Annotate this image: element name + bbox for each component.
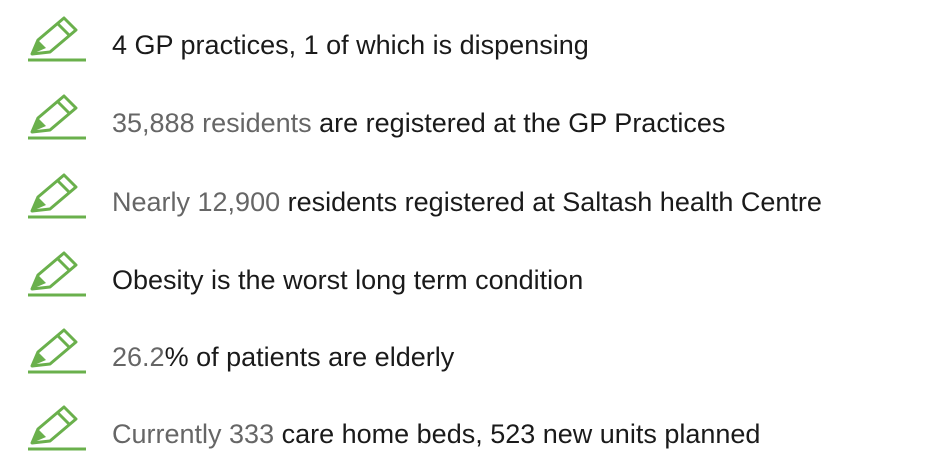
text-segment: Nearly 12,900	[112, 187, 281, 217]
bullet-text: Obesity is the worst long term condition	[112, 267, 583, 294]
text-segment: care home beds, 523 new units planned	[274, 419, 761, 449]
text-segment: 4 GP practices, 1 of which is dispensing	[112, 30, 589, 60]
bullet-text: 35,888 residents are registered at the G…	[112, 110, 725, 137]
text-segment: residents registered at Saltash health C…	[280, 187, 822, 217]
text-segment: 35,888 residents	[112, 108, 312, 138]
text-segment: are registered at the GP Practices	[311, 108, 726, 138]
bullet-item: Currently 333 care home beds, 523 new un…	[0, 403, 933, 463]
bullet-text: Nearly 12,900 residents registered at Sa…	[112, 189, 822, 216]
text-segment: % of patients are elderly	[164, 342, 455, 372]
pencil-icon	[28, 251, 86, 297]
bullet-text: Currently 333 care home beds, 523 new un…	[112, 421, 760, 448]
bullet-text: 26.2% of patients are elderly	[112, 344, 454, 371]
text-segment: Currently 333	[112, 419, 275, 449]
pencil-icon	[28, 328, 86, 374]
text-segment: 26.2	[112, 342, 165, 372]
text-segment: Obesity is the worst long term condition	[112, 265, 584, 295]
bullet-item: 4 GP practices, 1 of which is dispensing	[0, 14, 933, 74]
pencil-icon	[28, 173, 86, 219]
bullet-item: Nearly 12,900 residents registered at Sa…	[0, 171, 933, 231]
pencil-icon	[28, 405, 86, 451]
pencil-icon	[28, 94, 86, 140]
bullet-item: 35,888 residents are registered at the G…	[0, 92, 933, 152]
bullet-item: 26.2% of patients are elderly	[0, 326, 933, 386]
bullet-text: 4 GP practices, 1 of which is dispensing	[112, 32, 589, 59]
bullet-item: Obesity is the worst long term condition	[0, 249, 933, 309]
pencil-icon	[28, 16, 86, 62]
